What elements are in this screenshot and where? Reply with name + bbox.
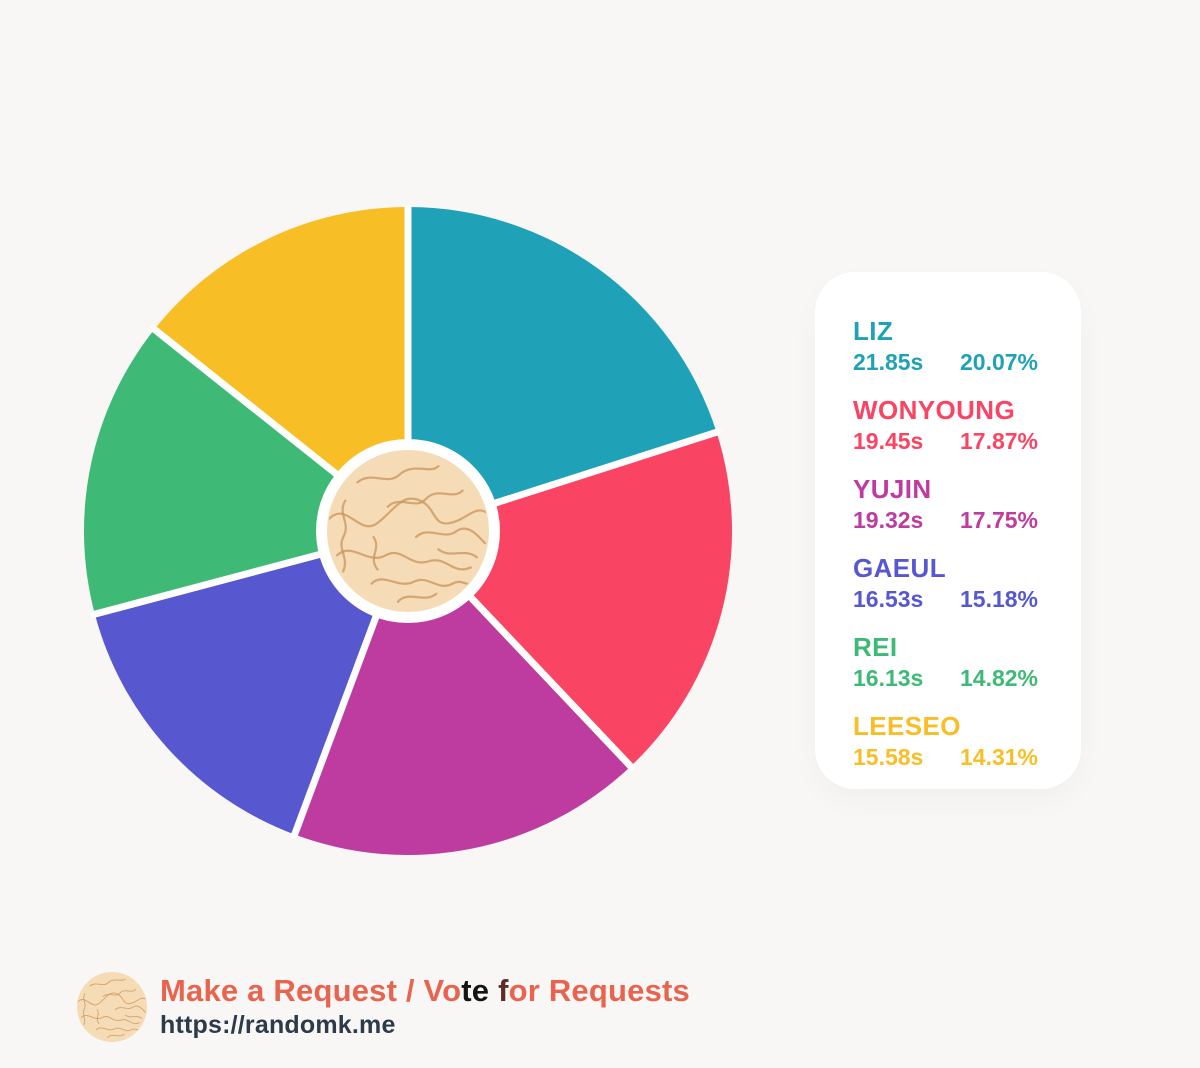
member-seconds: 21.85s — [853, 349, 924, 375]
member-percent: 17.87% — [960, 428, 1039, 454]
site-url: https://randomk.me — [160, 1011, 396, 1039]
tagline-segment: or Requests — [508, 973, 690, 1008]
member-seconds: 19.45s — [853, 428, 924, 454]
member-percent: 14.82% — [960, 665, 1039, 691]
member-values: 19.45s 17.87% — [853, 428, 1061, 454]
legend-entry-rei: REI 16.13s 14.82% — [853, 632, 1061, 691]
member-seconds: 16.13s — [853, 665, 924, 691]
member-percent: 14.31% — [960, 744, 1039, 770]
member-values: 16.53s 15.18% — [853, 586, 1061, 612]
member-percent: 15.18% — [960, 586, 1039, 612]
tagline-segment: Make a Request / Vo — [160, 973, 462, 1008]
member-seconds: 19.32s — [853, 507, 924, 533]
footer-text-block: Make a Request / Vote for Requests https… — [160, 974, 690, 1040]
tagline-segment: te — [461, 973, 490, 1008]
pie-slice-liz[interactable] — [408, 207, 717, 531]
tagline-segment — [489, 973, 498, 1008]
pie-slice-leeseo[interactable] — [154, 207, 408, 531]
member-name: YUJIN — [853, 474, 932, 504]
member-values: 15.58s 14.31% — [853, 744, 1061, 770]
member-percent: 20.07% — [960, 349, 1039, 375]
member-name: LEESEO — [853, 711, 961, 741]
footer-tagline: Make a Request / Vote for Requests — [160, 974, 690, 1008]
pie-chart-svg[interactable] — [82, 205, 734, 857]
logo-cookie-icon — [77, 972, 147, 1042]
member-seconds: 16.53s — [853, 586, 924, 612]
legend-entry-gaeul: GAEUL 16.53s 15.18% — [853, 553, 1061, 612]
legend-entry-leeseo: LEESEO 15.58s 14.31% — [853, 711, 1061, 770]
wheel-hub[interactable] — [327, 450, 489, 612]
member-values: 16.13s 14.82% — [853, 665, 1061, 691]
legend-entry-liz: LIZ 21.85s 20.07% — [853, 316, 1061, 375]
legend-entry-yujin: YUJIN 19.32s 17.75% — [853, 474, 1061, 533]
pie-slice-gaeul[interactable] — [94, 531, 408, 835]
site-logo — [76, 971, 148, 1043]
member-name: GAEUL — [853, 553, 946, 583]
member-seconds: 15.58s — [853, 744, 924, 770]
member-values: 21.85s 20.07% — [853, 349, 1061, 375]
results-panel: LIZ 21.85s 20.07% WONYOUNG 19.45s 17.87%… — [815, 272, 1081, 789]
member-name: WONYOUNG — [853, 395, 1016, 425]
member-name: LIZ — [853, 316, 894, 346]
tagline-segment: f — [498, 973, 509, 1008]
member-percent: 17.75% — [960, 507, 1039, 533]
member-values: 19.32s 17.75% — [853, 507, 1061, 533]
member-name: REI — [853, 632, 898, 662]
legend-entry-wonyoung: WONYOUNG 19.45s 17.87% — [853, 395, 1061, 454]
spinner-wheel[interactable] — [82, 205, 734, 857]
